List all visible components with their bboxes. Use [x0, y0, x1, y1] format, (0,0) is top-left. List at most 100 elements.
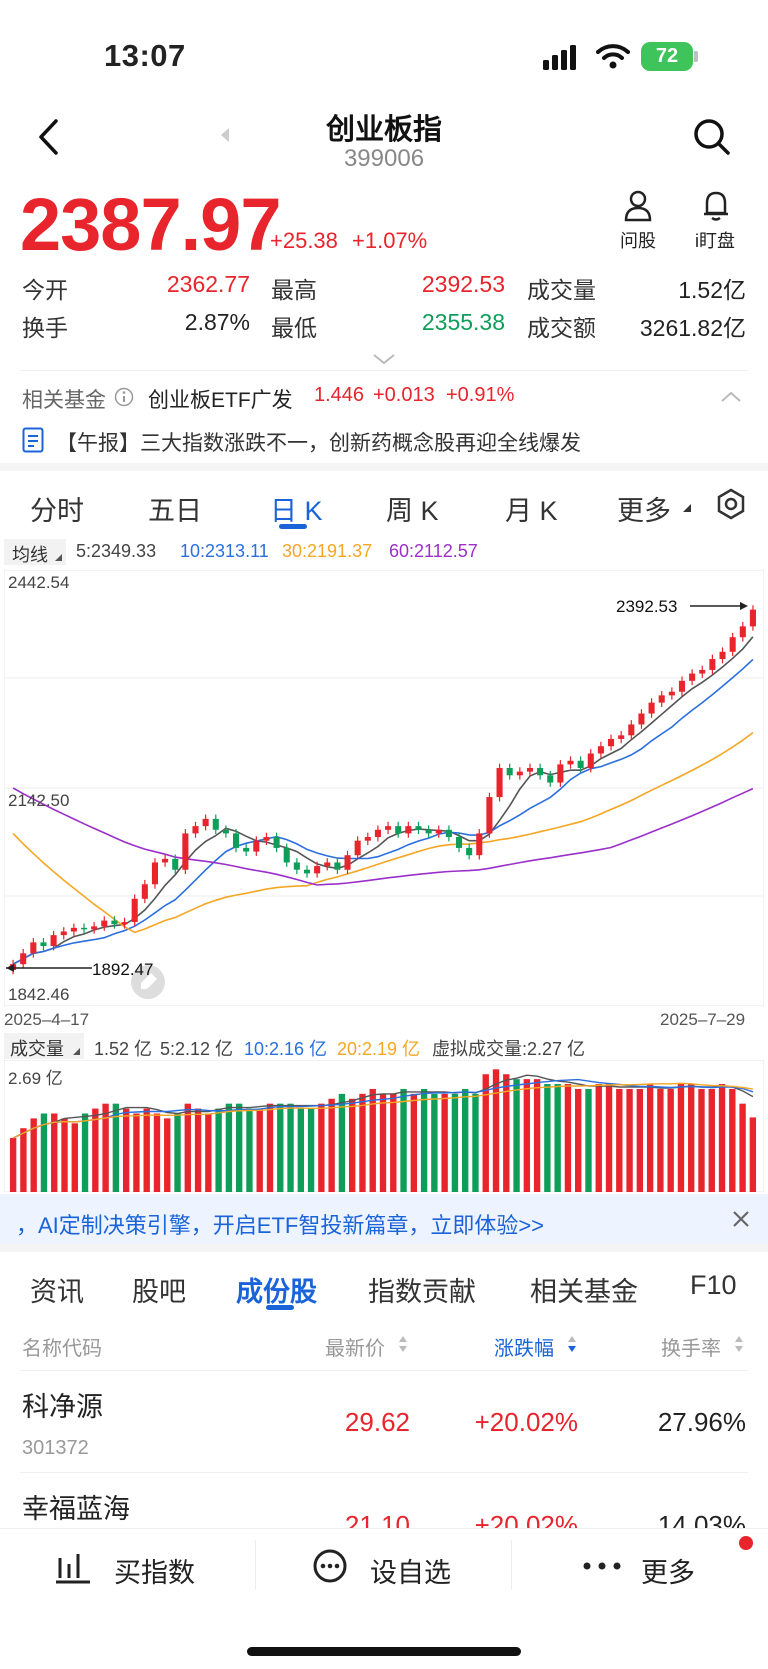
add-watchlist-button[interactable]: 设自选 — [370, 1558, 451, 1588]
tab-forum[interactable]: 股吧 — [132, 1277, 186, 1307]
info-icon[interactable] — [114, 387, 134, 407]
tab-index-contribution[interactable]: 指数贡献 — [368, 1277, 476, 1307]
candle — [243, 847, 250, 852]
more-button[interactable]: 更多 — [641, 1558, 695, 1588]
volume-bar — [153, 1113, 161, 1192]
tab-daily-k[interactable]: 日 K — [270, 496, 323, 526]
volume-bar — [369, 1088, 376, 1192]
candle — [101, 920, 108, 927]
candle — [141, 884, 148, 899]
volume-bar — [688, 1084, 695, 1192]
bell-icon[interactable] — [702, 190, 730, 222]
candle — [192, 826, 199, 834]
ask-stock-icon[interactable] — [623, 190, 653, 222]
ma10-line — [12, 658, 754, 965]
volume-bar — [174, 1113, 181, 1192]
collapse-chevron-icon[interactable] — [720, 390, 742, 404]
candle — [344, 855, 351, 870]
candle — [354, 840, 361, 856]
col-change-pct[interactable]: 涨跌幅 — [494, 1338, 554, 1360]
sort-icon-2[interactable] — [734, 1335, 744, 1353]
volume-chart[interactable] — [4, 1060, 764, 1192]
watch-label[interactable]: i盯盘 — [695, 231, 735, 251]
ma-dropdown-icon — [55, 554, 62, 561]
current-price: 2387.97 — [20, 183, 281, 266]
volume-bar — [616, 1088, 623, 1192]
candle — [222, 829, 229, 834]
candle — [70, 927, 77, 932]
price-change: +25.38 — [270, 228, 338, 253]
volume-bar — [729, 1088, 736, 1192]
volume-bar — [143, 1108, 150, 1192]
prev-index-arrow-icon[interactable] — [219, 126, 231, 144]
buy-index-button[interactable]: 买指数 — [114, 1558, 195, 1588]
ma60-line — [12, 787, 754, 886]
candle — [526, 768, 533, 772]
tab-news[interactable]: 资讯 — [30, 1277, 84, 1307]
tab-more[interactable]: 更多 — [617, 496, 671, 526]
volume-bar — [9, 1138, 17, 1192]
banner-text[interactable]: ，AI定制决策引擎，开启ETF智投新篇章，立即体验>> — [16, 1213, 545, 1238]
ma-selector[interactable]: 均线 — [4, 539, 66, 565]
news-headline[interactable]: 【午报】三大指数涨跌不一，创新药概念股再迎全线爆发 — [56, 432, 581, 455]
volume-bar — [328, 1098, 335, 1192]
volume-bar — [718, 1084, 726, 1192]
stock-name[interactable]: 科净源 — [22, 1392, 103, 1422]
volume-bar — [492, 1069, 500, 1192]
volume-bar — [379, 1093, 387, 1192]
volume-bar — [451, 1093, 459, 1192]
tab-monthly-k[interactable]: 月 K — [505, 496, 558, 526]
high-marker-arrow — [740, 602, 748, 610]
tab-weekly-k[interactable]: 周 K — [386, 496, 439, 526]
volume-ma10: 10:2.16 亿 — [244, 1039, 328, 1059]
fund-name[interactable]: 创业板ETF广发 — [148, 389, 293, 412]
promo-banner[interactable] — [0, 1194, 768, 1244]
volume-bar — [544, 1084, 551, 1192]
battery-indicator: 72 — [641, 42, 693, 71]
bottom-bar — [0, 1528, 768, 1608]
candle — [253, 840, 260, 852]
candle — [729, 637, 736, 652]
tab-intraday[interactable]: 分时 — [30, 496, 84, 526]
volume-bar — [235, 1103, 243, 1192]
sort-icon[interactable] — [398, 1335, 408, 1353]
candle — [628, 724, 635, 736]
candle — [233, 833, 240, 848]
volume-bar — [61, 1118, 68, 1192]
candle — [425, 829, 432, 834]
tab-constituents[interactable]: 成份股 — [236, 1277, 317, 1307]
vol-ma20-line — [12, 1082, 754, 1139]
low-mark-label: 1892.47 — [92, 960, 154, 979]
tab-f10[interactable]: F10 — [690, 1270, 737, 1300]
tab-five-day[interactable]: 五日 — [148, 496, 202, 526]
expand-chevron-icon[interactable] — [372, 352, 396, 366]
col-turnover[interactable]: 换手率 — [661, 1338, 721, 1360]
price-axis-top: 2442.54 — [8, 573, 70, 592]
back-arrow-icon[interactable] — [36, 118, 62, 156]
price-axis-bottom: 1842.46 — [8, 985, 70, 1004]
divider — [255, 1540, 256, 1590]
search-icon[interactable] — [692, 117, 732, 157]
sort-desc-icon[interactable] — [567, 1335, 577, 1353]
close-icon[interactable] — [731, 1209, 751, 1229]
candle — [466, 847, 473, 856]
candle — [658, 695, 665, 703]
candle — [678, 680, 686, 692]
volume-bar — [266, 1103, 274, 1192]
candle — [172, 858, 179, 870]
volume-bar — [225, 1103, 233, 1192]
volume-bar — [657, 1088, 664, 1192]
stock-name[interactable]: 幸福蓝海 — [22, 1494, 130, 1524]
candle — [395, 826, 402, 834]
ask-stock-label[interactable]: 问股 — [620, 231, 656, 251]
settings-hex-icon[interactable] — [715, 488, 747, 520]
stock-turnover: 14.03% — [657, 1510, 746, 1529]
volume-selector[interactable]: 成交量 — [4, 1033, 84, 1059]
candle — [597, 746, 604, 754]
tab-related-funds[interactable]: 相关基金 — [530, 1277, 638, 1307]
col-latest-price[interactable]: 最新价 — [325, 1338, 385, 1360]
candle — [739, 626, 746, 638]
candle — [486, 797, 493, 834]
candlestick-chart[interactable] — [4, 570, 764, 1006]
section-divider-2 — [0, 1244, 768, 1252]
